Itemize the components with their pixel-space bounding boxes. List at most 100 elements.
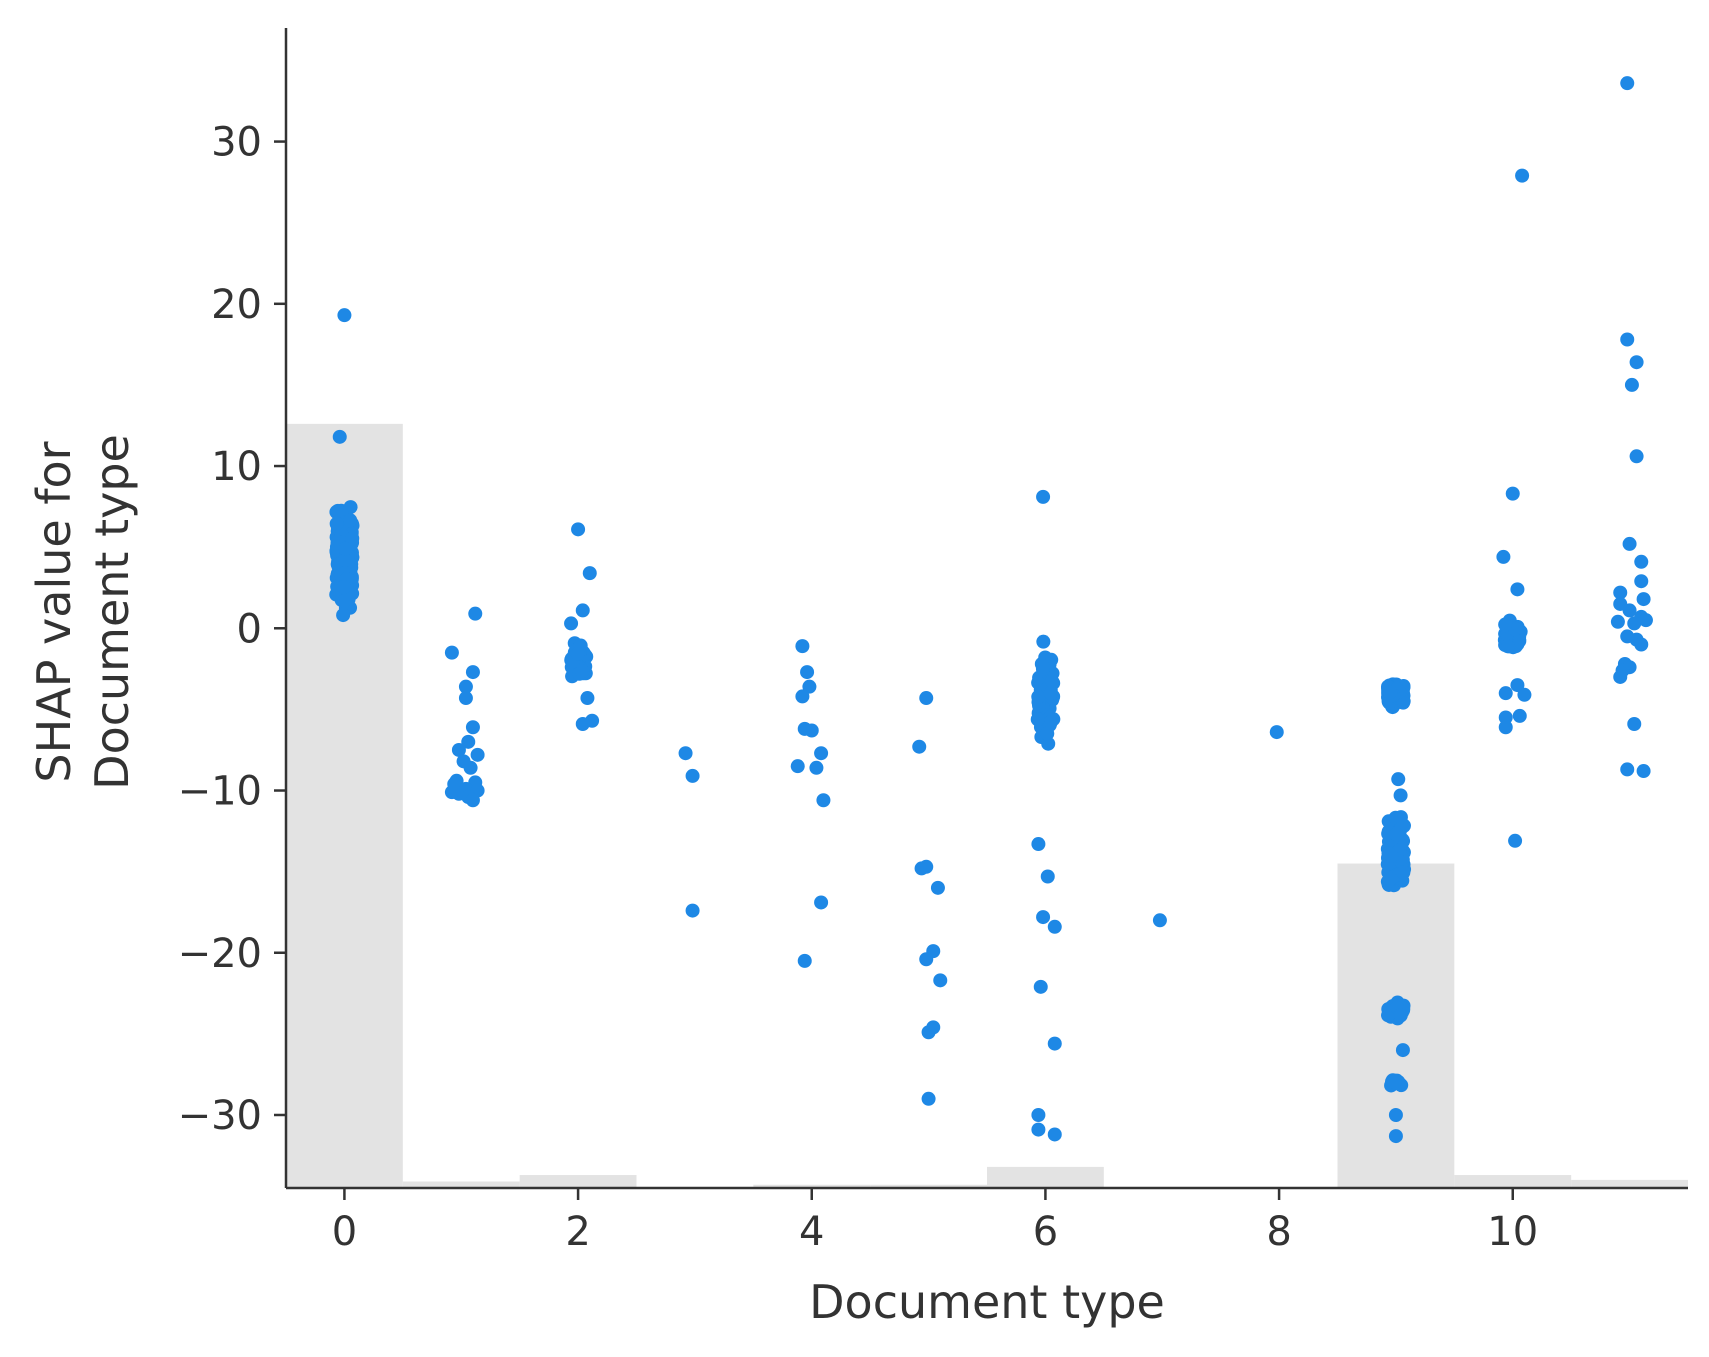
data-point bbox=[336, 608, 351, 623]
data-point bbox=[1613, 585, 1628, 600]
data-point bbox=[1388, 1107, 1403, 1122]
data-point bbox=[1496, 549, 1511, 564]
data-point bbox=[1389, 827, 1404, 842]
data-point bbox=[1036, 489, 1051, 504]
histogram-bar bbox=[402, 1181, 520, 1188]
data-point bbox=[1510, 582, 1525, 597]
data-point bbox=[463, 760, 478, 775]
data-point bbox=[571, 522, 586, 537]
data-point bbox=[685, 903, 700, 918]
data-point bbox=[795, 689, 810, 704]
data-point bbox=[809, 760, 824, 775]
data-point bbox=[1620, 762, 1635, 777]
data-point bbox=[795, 639, 810, 654]
data-point bbox=[1031, 1122, 1046, 1137]
data-point bbox=[468, 606, 483, 621]
x-axis-label: Document type bbox=[809, 1275, 1165, 1329]
data-point bbox=[338, 541, 353, 556]
data-point bbox=[1043, 715, 1058, 730]
data-point bbox=[1031, 689, 1046, 704]
data-point bbox=[1498, 686, 1513, 701]
y-tick-label: 20 bbox=[211, 282, 262, 328]
data-point bbox=[465, 793, 480, 808]
y-tick-label: −30 bbox=[178, 1093, 262, 1139]
data-point bbox=[1393, 1008, 1408, 1023]
data-point bbox=[1636, 764, 1651, 779]
data-point bbox=[921, 1025, 936, 1040]
data-point bbox=[919, 859, 934, 874]
data-point bbox=[461, 734, 476, 749]
data-point bbox=[1045, 674, 1060, 689]
y-tick-label: 30 bbox=[211, 120, 262, 166]
data-point bbox=[1035, 659, 1050, 674]
y-tick-label: −20 bbox=[178, 931, 262, 977]
data-point bbox=[1036, 910, 1051, 925]
data-point bbox=[802, 679, 817, 694]
data-point bbox=[1498, 720, 1513, 735]
data-point bbox=[1610, 614, 1625, 629]
data-point bbox=[919, 691, 934, 706]
data-point bbox=[1512, 708, 1527, 723]
data-point bbox=[1033, 979, 1048, 994]
data-point bbox=[1634, 574, 1649, 589]
data-point bbox=[1031, 837, 1046, 852]
data-point bbox=[330, 503, 345, 518]
x-ticks: 0 2 4 6 8 10 bbox=[332, 1188, 1538, 1255]
y-axis-label-line-2: Document type bbox=[85, 434, 139, 790]
data-point bbox=[1498, 617, 1513, 632]
data-point bbox=[1517, 687, 1532, 702]
data-point bbox=[343, 513, 358, 528]
data-point bbox=[933, 973, 948, 988]
data-point bbox=[1624, 377, 1639, 392]
data-point bbox=[345, 531, 360, 546]
histogram-layer bbox=[286, 423, 1688, 1189]
x-tick-label: 0 bbox=[332, 1209, 357, 1255]
x-tick-label: 6 bbox=[1033, 1209, 1058, 1255]
data-point bbox=[930, 880, 945, 895]
data-point bbox=[1627, 616, 1642, 631]
data-point bbox=[1030, 712, 1045, 727]
data-point bbox=[1043, 686, 1058, 701]
x-tick-label: 4 bbox=[799, 1209, 824, 1255]
data-point bbox=[1627, 717, 1642, 731]
data-point bbox=[1636, 592, 1651, 607]
data-point bbox=[804, 723, 819, 738]
data-point bbox=[1395, 1043, 1410, 1058]
data-point bbox=[338, 552, 353, 567]
data-point bbox=[1393, 810, 1408, 825]
data-point bbox=[912, 739, 927, 754]
data-point bbox=[1269, 725, 1284, 740]
data-point bbox=[1508, 833, 1523, 848]
data-point bbox=[465, 665, 480, 680]
data-point bbox=[814, 895, 829, 910]
data-point bbox=[451, 742, 466, 757]
data-point bbox=[816, 793, 831, 808]
x-tick-label: 8 bbox=[1266, 1209, 1291, 1255]
data-point bbox=[1036, 634, 1051, 649]
histogram-bar bbox=[753, 1184, 871, 1188]
data-point bbox=[1634, 554, 1649, 569]
data-point bbox=[582, 566, 597, 581]
data-point bbox=[1040, 869, 1055, 884]
data-point bbox=[337, 579, 352, 594]
histogram-bar bbox=[1454, 1175, 1572, 1188]
data-point bbox=[1393, 788, 1408, 803]
data-point bbox=[814, 746, 829, 761]
data-point bbox=[1387, 1074, 1402, 1089]
data-point bbox=[575, 664, 590, 679]
data-point bbox=[1510, 678, 1525, 693]
data-point bbox=[1505, 486, 1520, 501]
histogram-bar bbox=[519, 1175, 637, 1188]
data-point bbox=[1622, 603, 1637, 618]
data-point bbox=[678, 746, 693, 761]
histogram-bar bbox=[870, 1184, 987, 1188]
data-point bbox=[444, 785, 459, 800]
x-tick-label: 10 bbox=[1487, 1209, 1538, 1255]
data-point bbox=[921, 1091, 936, 1106]
data-point bbox=[580, 691, 595, 706]
data-point bbox=[332, 429, 347, 444]
data-point bbox=[337, 308, 352, 323]
data-point bbox=[329, 516, 344, 531]
data-point bbox=[1040, 726, 1055, 741]
